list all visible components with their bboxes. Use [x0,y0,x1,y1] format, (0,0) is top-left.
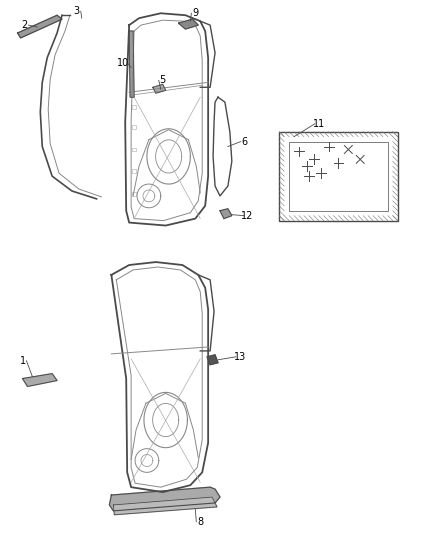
Polygon shape [153,84,166,93]
Bar [132,125,136,129]
Polygon shape [220,209,232,219]
Text: 2: 2 [21,20,28,30]
Bar [132,192,136,196]
Text: 5: 5 [159,75,166,85]
Bar [132,105,136,109]
Polygon shape [207,355,218,365]
Text: 3: 3 [74,6,80,17]
Bar [279,132,398,221]
Text: 8: 8 [197,516,203,527]
Bar [132,148,136,151]
Polygon shape [129,31,134,97]
Text: 10: 10 [117,58,129,68]
Polygon shape [179,19,198,29]
Text: 1: 1 [19,356,25,366]
Text: 6: 6 [242,136,248,147]
Text: 12: 12 [241,211,254,221]
Polygon shape [18,15,62,38]
Text: 11: 11 [313,119,325,129]
Polygon shape [113,497,217,515]
Polygon shape [22,374,57,386]
Text: 13: 13 [233,352,246,362]
Polygon shape [110,487,220,511]
Bar [289,142,388,211]
Bar [132,169,136,173]
Text: 9: 9 [192,8,198,18]
